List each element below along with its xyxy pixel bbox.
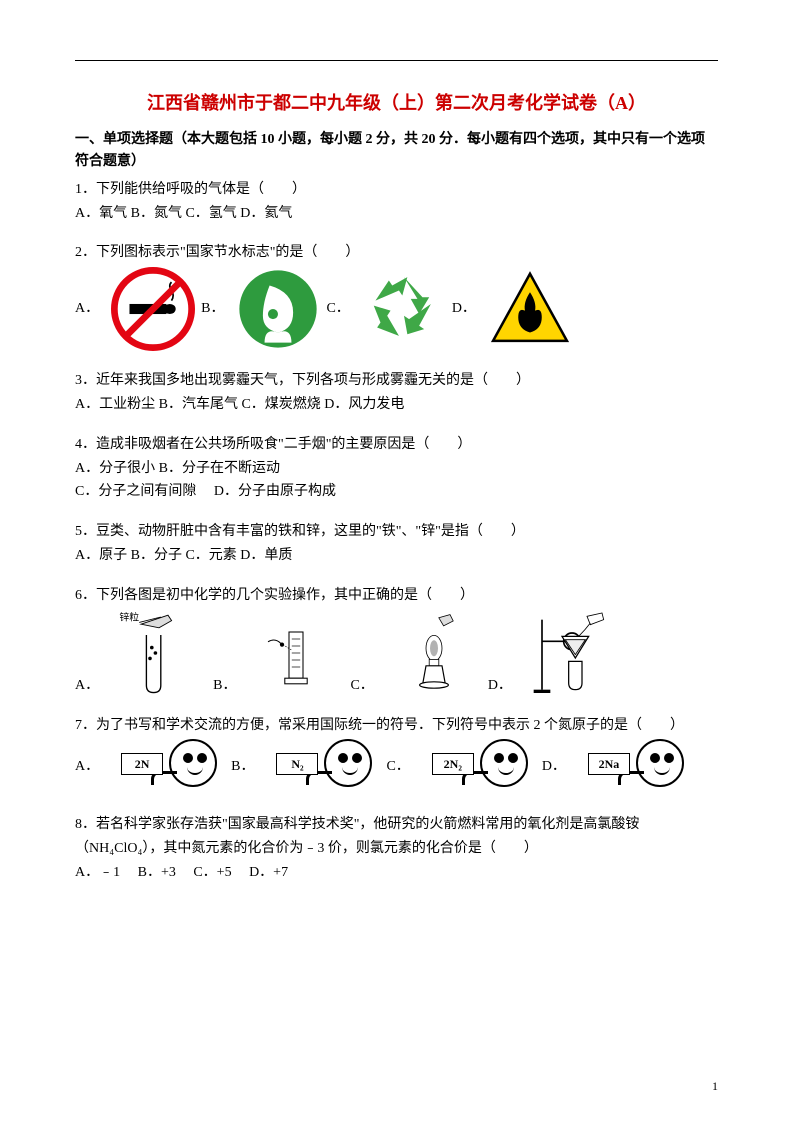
q7-label-a: A． (75, 755, 99, 779)
q2-label-a: A． (75, 297, 99, 321)
q6-options-row: A． 锌粒 B． (75, 608, 718, 698)
question-5: 5．豆类、动物肝脏中含有丰富的铁和锌，这里的"铁"、"锌"是指（ ） A．原子 … (75, 520, 718, 568)
section-1-header: 一、单项选择题（本大题包括 10 小题，每小题 2 分，共 20 分．每小题有四… (75, 129, 718, 174)
q5-opts: A．原子 B．分子 C．元素 D．单质 (75, 544, 718, 568)
q1-opts: A．氧气 B．氮气 C．氢气 D．氦气 (75, 202, 718, 226)
q4-text: 4．造成非吸烟者在公共场所吸食"二手烟"的主要原因是（ ） (75, 433, 718, 457)
lab-filter-icon (522, 608, 622, 698)
q2-label-c: C． (326, 297, 349, 321)
q5-text: 5．豆类、动物肝脏中含有丰富的铁和锌，这里的"铁"、"锌"是指（ ） (75, 520, 718, 544)
top-rule (75, 60, 718, 61)
q6-label-c: C． (350, 674, 373, 698)
exam-title: 江西省赣州市于都二中九年级（上）第二次月考化学试卷（A） (75, 89, 718, 115)
recycle-icon (360, 265, 448, 353)
q1-text: 1．下列能供给呼吸的气体是（ ） (75, 178, 718, 202)
q7-text: 7．为了书写和学术交流的方便，常采用国际统一的符号．下列符号中表示 2 个氮原子… (75, 714, 718, 738)
q4-opts2: C．分子之间有间隙 D．分子由原子构成 (75, 480, 718, 504)
fire-warning-icon (486, 265, 574, 353)
no-smoking-icon (109, 265, 197, 353)
cartoon-c: 2N₂ (424, 737, 534, 797)
q7-label-c: C． (386, 755, 409, 779)
question-3: 3．近年来我国多地出现雾霾天气，下列各项与形成雾霾无关的是（ ） A．工业粉尘 … (75, 369, 718, 417)
q2-label-b: B． (201, 297, 224, 321)
q8-opts: A．﹣1 B．+3 C．+5 D．+7 (75, 861, 718, 885)
q2-text: 2．下列图标表示"国家节水标志"的是（ ） (75, 241, 718, 265)
q6-label-d: D． (488, 674, 512, 698)
q7-label-b: B． (231, 755, 254, 779)
cartoon-d: 2Na (580, 737, 690, 797)
q2-label-d: D． (452, 297, 476, 321)
title-text: 江西省赣州市于都二中九年级（上）第二次月考化学试卷（A） (147, 93, 646, 113)
q2-options-row: A． B． C． (75, 265, 718, 353)
q7-options-row: A． 2N B． N₂ C． 2N₂ D． 2Na (75, 737, 718, 797)
lab-burner-icon (384, 608, 484, 698)
question-6: 6．下列各图是初中化学的几个实验操作，其中正确的是（ ） A． 锌粒 B． (75, 584, 718, 698)
question-8: 8．若名科学家张存浩获"国家最高科学技术奖"，他研究的火箭燃料常用的氧化剂是高氯… (75, 813, 718, 884)
box-b: N₂ (276, 753, 318, 775)
question-2: 2．下列图标表示"国家节水标志"的是（ ） A． B． C． (75, 241, 718, 353)
question-1: 1．下列能供给呼吸的气体是（ ） A．氧气 B．氮气 C．氢气 D．氦气 (75, 178, 718, 226)
water-saving-icon (234, 265, 322, 353)
lab-testtube-icon: 锌粒 (109, 608, 209, 698)
q3-text: 3．近年来我国多地出现雾霾天气，下列各项与形成雾霾无关的是（ ） (75, 369, 718, 393)
box-a: 2N (121, 753, 163, 775)
q7-label-d: D． (542, 755, 566, 779)
q4-opts1: A．分子很小 B．分子在不断运动 (75, 457, 718, 481)
box-c: 2N₂ (432, 753, 474, 775)
page-number: 1 (712, 1079, 718, 1094)
zinc-label: 锌粒 (120, 610, 140, 623)
lab-cylinder-icon (246, 608, 346, 698)
question-7: 7．为了书写和学术交流的方便，常采用国际统一的符号．下列符号中表示 2 个氮原子… (75, 714, 718, 798)
q6-text: 6．下列各图是初中化学的几个实验操作，其中正确的是（ ） (75, 584, 718, 608)
question-4: 4．造成非吸烟者在公共场所吸食"二手烟"的主要原因是（ ） A．分子很小 B．分… (75, 433, 718, 504)
q3-opts: A．工业粉尘 B．汽车尾气 C．煤炭燃烧 D．风力发电 (75, 393, 718, 417)
q8-text: 8．若名科学家张存浩获"国家最高科学技术奖"，他研究的火箭燃料常用的氧化剂是高氯… (75, 813, 718, 861)
q6-label-b: B． (213, 674, 236, 698)
q6-label-a: A． (75, 674, 99, 698)
cartoon-b: N₂ (268, 737, 378, 797)
cartoon-a: 2N (113, 737, 223, 797)
box-d: 2Na (588, 753, 630, 775)
